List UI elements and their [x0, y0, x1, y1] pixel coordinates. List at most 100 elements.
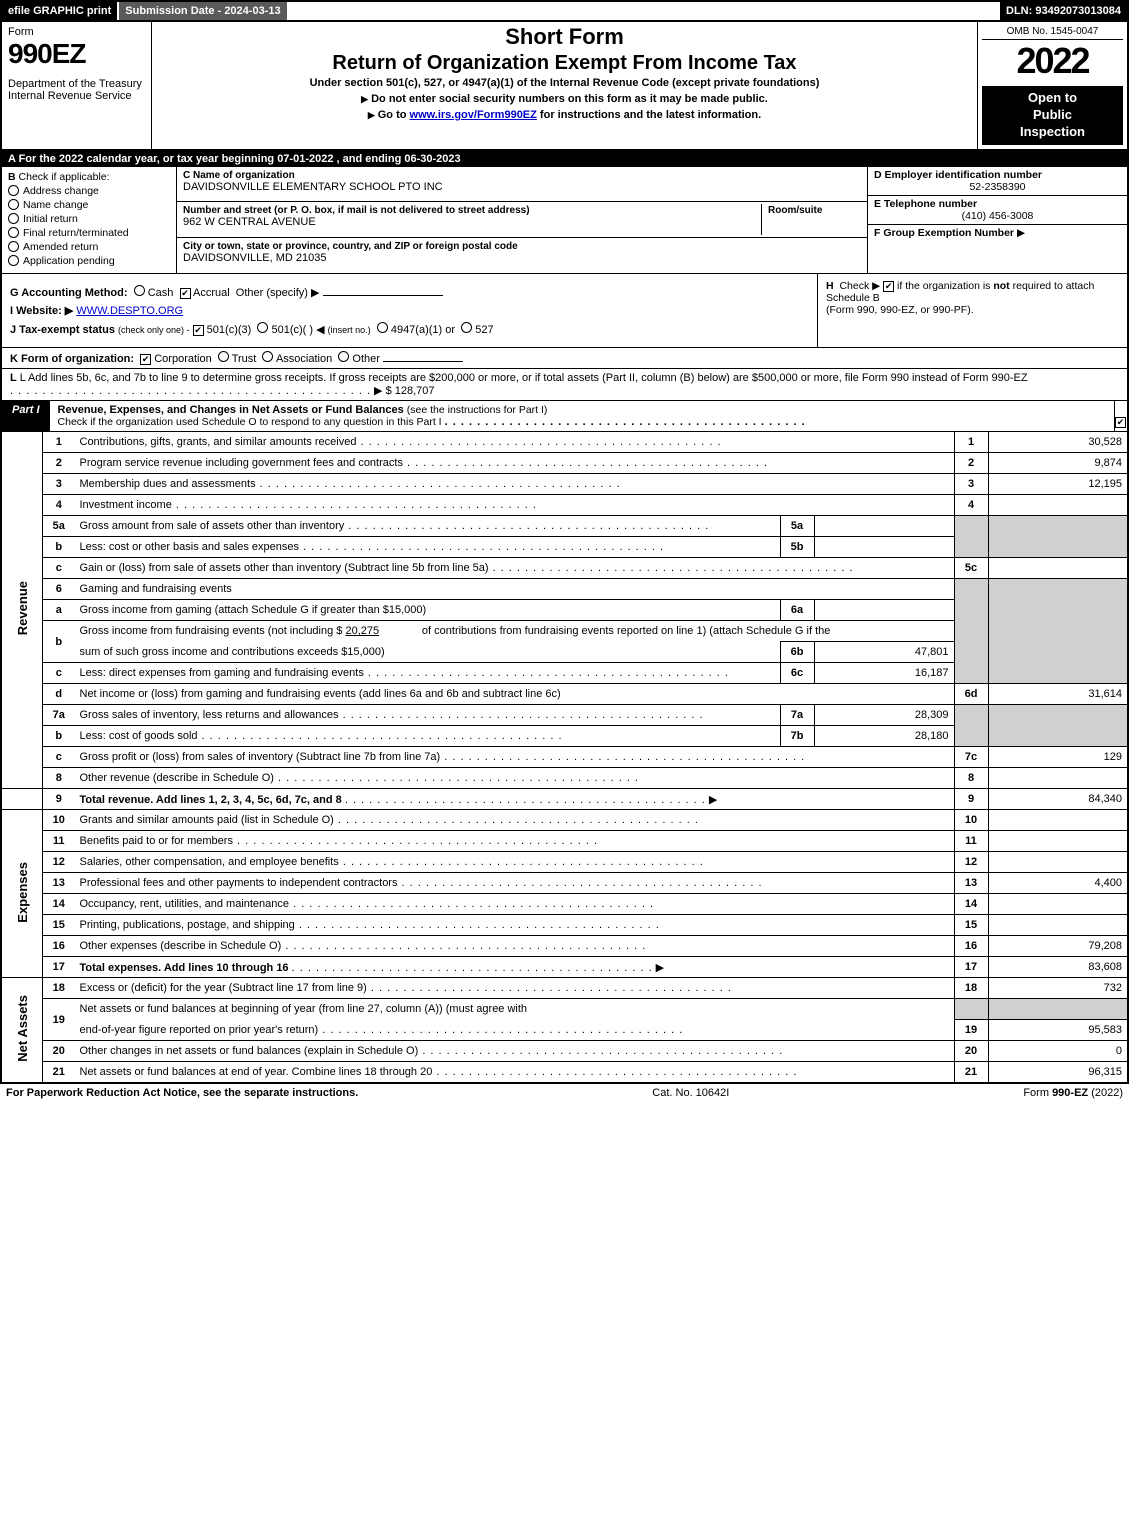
amt-num: 3: [954, 474, 988, 495]
line-desc: end-of-year figure reported on prior yea…: [75, 1020, 955, 1041]
irs-link[interactable]: www.irs.gov/Form990EZ: [410, 109, 537, 121]
short-form-title: Short Form: [160, 24, 969, 50]
amt-val-shaded: [988, 600, 1128, 621]
amt-num: 13: [954, 873, 988, 894]
chk-527[interactable]: [461, 322, 472, 333]
chk-accrual[interactable]: ✔: [180, 288, 191, 299]
sub-amt: 28,309: [814, 705, 954, 726]
chk-application-pending[interactable]: [8, 255, 19, 266]
line-num: 5a: [43, 516, 75, 537]
amt-num: 15: [954, 915, 988, 936]
amt-val-shaded: [988, 537, 1128, 558]
amt-num-shaded: [954, 600, 988, 621]
chk-501c[interactable]: [257, 322, 268, 333]
line-num: a: [43, 600, 75, 621]
city-label: City or town, state or province, country…: [183, 241, 518, 252]
other-org-input[interactable]: [383, 361, 463, 362]
amt-num-shaded: [954, 999, 988, 1020]
line-num: b: [43, 537, 75, 558]
line-num: 6: [43, 579, 75, 600]
amt-val: 79,208: [988, 936, 1128, 957]
amt-num: 20: [954, 1041, 988, 1062]
subtitle: Under section 501(c), 527, or 4947(a)(1)…: [160, 77, 969, 89]
amt-num: 18: [954, 978, 988, 999]
line-num: 14: [43, 894, 75, 915]
amt-val-shaded: [988, 621, 1128, 642]
ein-value: 52-2358390: [874, 181, 1121, 193]
line-num: 20: [43, 1041, 75, 1062]
line-desc: Salaries, other compensation, and employ…: [75, 852, 955, 873]
line-desc: Benefits paid to or for members: [75, 831, 955, 852]
sub-amt: 16,187: [814, 663, 954, 684]
amt-val-shaded: [988, 705, 1128, 726]
line-desc: Gain or (loss) from sale of assets other…: [75, 558, 955, 579]
chk-association[interactable]: [262, 351, 273, 362]
amt-val: 84,340: [988, 789, 1128, 810]
chk-schedule-b[interactable]: ✔: [883, 281, 894, 292]
ghij-left: G Accounting Method: Cash ✔ Accrual Othe…: [2, 274, 817, 347]
chk-cash[interactable]: [134, 285, 145, 296]
chk-corporation[interactable]: ✔: [140, 354, 151, 365]
sub-amt: [814, 516, 954, 537]
omb-number: OMB No. 1545-0047: [982, 26, 1123, 40]
chk-initial-return[interactable]: [8, 213, 19, 224]
chk-name-change[interactable]: [8, 199, 19, 210]
chk-other-org[interactable]: [338, 351, 349, 362]
phone-label: E Telephone number: [874, 198, 977, 210]
amt-val: [988, 852, 1128, 873]
line-desc: sum of such gross income and contributio…: [75, 642, 781, 663]
street-label: Number and street (or P. O. box, if mail…: [183, 205, 530, 216]
efile-print[interactable]: efile GRAPHIC print: [2, 2, 119, 20]
org-name-label: C Name of organization: [183, 170, 295, 181]
line-desc: Other changes in net assets or fund bala…: [75, 1041, 955, 1062]
line-num: 2: [43, 453, 75, 474]
chk-amended-return[interactable]: [8, 241, 19, 252]
chk-address-change[interactable]: [8, 185, 19, 196]
header-center: Short Form Return of Organization Exempt…: [152, 22, 977, 149]
row-k-form-org: K Form of organization: ✔ Corporation Tr…: [0, 348, 1129, 369]
line-num: c: [43, 558, 75, 579]
sub-amt: 28,180: [814, 726, 954, 747]
line-desc: Less: cost of goods sold: [75, 726, 781, 747]
submission-date: Submission Date - 2024-03-13: [119, 2, 288, 20]
website-link[interactable]: WWW.DESPTO.ORG: [76, 305, 183, 317]
open-public-badge: Open to Public Inspection: [982, 86, 1123, 145]
line-desc-6b: Gross income from fundraising events (no…: [75, 621, 955, 642]
line-num: 17: [43, 957, 75, 978]
section-bcdef: B Check if applicable: Address change Na…: [0, 167, 1129, 274]
group-exemption-label: F Group Exemption Number: [874, 227, 1014, 239]
chk-4947[interactable]: [377, 322, 388, 333]
chk-501c3[interactable]: ✔: [193, 325, 204, 336]
sub-amt: [814, 537, 954, 558]
header-right: OMB No. 1545-0047 2022 Open to Public In…: [977, 22, 1127, 149]
website-row: I Website: ▶ WWW.DESPTO.ORG: [10, 304, 809, 317]
amt-val: 96,315: [988, 1062, 1128, 1083]
sub-amt: 47,801: [814, 642, 954, 663]
line-num: 21: [43, 1062, 75, 1083]
line-desc: Net assets or fund balances at beginning…: [75, 999, 955, 1020]
row-l-gross-receipts: L L Add lines 5b, 6c, and 7b to line 9 t…: [0, 369, 1129, 401]
phone-value: (410) 456-3008: [874, 210, 1121, 222]
line-desc: Contributions, gifts, grants, and simila…: [75, 432, 955, 453]
amt-num: 10: [954, 810, 988, 831]
tax-exempt-row: J Tax-exempt status (check only one) - ✔…: [10, 322, 809, 336]
line-num: 18: [43, 978, 75, 999]
sub-num: 7a: [780, 705, 814, 726]
part1-tag: Part I: [2, 401, 50, 431]
chk-trust[interactable]: [218, 351, 229, 362]
chk-schedule-o-part1[interactable]: ✔: [1115, 417, 1126, 428]
amt-val: [988, 831, 1128, 852]
part1-title: Revenue, Expenses, and Changes in Net As…: [50, 401, 1114, 431]
line-num: c: [43, 747, 75, 768]
form-header: Form 990EZ Department of the Treasury In…: [0, 22, 1129, 151]
line-num: 10: [43, 810, 75, 831]
amt-val-shaded: [988, 663, 1128, 684]
amt-val: 31,614: [988, 684, 1128, 705]
street-address: 962 W CENTRAL AVENUE: [183, 216, 316, 228]
line-desc: Other revenue (describe in Schedule O): [75, 768, 955, 789]
other-specify-input[interactable]: [323, 295, 443, 296]
amt-num: 12: [954, 852, 988, 873]
tax-year: 2022: [982, 40, 1123, 82]
amt-val: 12,195: [988, 474, 1128, 495]
chk-final-return[interactable]: [8, 227, 19, 238]
